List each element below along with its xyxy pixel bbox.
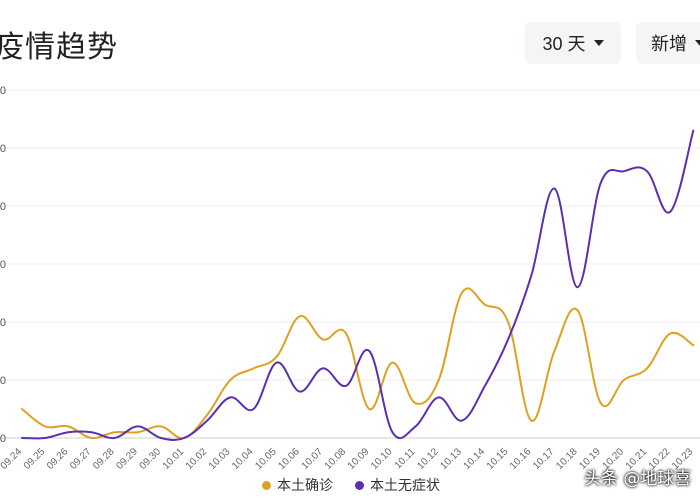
x-tick-label: 10.05	[253, 446, 279, 470]
x-tick-label: 10.06	[276, 446, 302, 470]
x-tick-label: 10.02	[184, 446, 210, 470]
chart-legend: 本土确诊 本土无症状	[262, 475, 440, 495]
y-tick-label: 0	[0, 433, 6, 445]
x-tick-label: 10.07	[300, 446, 326, 470]
x-tick-label: 10.09	[346, 446, 372, 470]
caret-down-icon	[593, 40, 604, 46]
watermark: 头条 @地球喜	[584, 469, 692, 489]
x-tick-label: 09.28	[91, 446, 117, 470]
x-tick-label: 10.08	[323, 446, 349, 470]
trend-chart: 000000009.2409.2509.2609.2709.2809.2909.…	[0, 85, 700, 470]
x-tick-label: 10.10	[369, 446, 395, 470]
legend-confirmed-dot	[262, 480, 271, 490]
metric-select-label: 新增	[651, 34, 687, 54]
x-tick-label: 10.16	[508, 446, 534, 470]
caret-down-icon	[695, 40, 700, 46]
x-tick-label: 10.15	[485, 446, 511, 470]
x-tick-label: 10.12	[415, 446, 441, 470]
x-tick-label: 10.18	[554, 446, 580, 470]
legend-asymptomatic-label: 本土无症状	[370, 477, 440, 493]
x-tick-label: 09.24	[0, 446, 24, 470]
range-select-button[interactable]: 30 天	[525, 22, 621, 64]
range-select-label: 30 天	[542, 34, 586, 54]
x-tick-label: 10.01	[161, 446, 187, 470]
x-tick-label: 09.27	[68, 446, 94, 470]
legend-asymptomatic-dot	[355, 480, 364, 490]
x-tick-label: 10.13	[438, 446, 464, 470]
x-tick-label: 10.17	[531, 446, 557, 470]
legend-confirmed-label: 本土确诊	[277, 477, 333, 493]
legend-item-confirmed[interactable]: 本土确诊	[262, 475, 333, 495]
y-tick-label: 0	[0, 259, 6, 271]
x-tick-label: 10.04	[230, 446, 256, 470]
metric-select-button[interactable]: 新增	[636, 22, 700, 64]
x-tick-label: 09.25	[22, 446, 48, 470]
x-tick-label: 09.30	[138, 446, 164, 470]
legend-item-asymptomatic[interactable]: 本土无症状	[355, 475, 440, 495]
x-tick-label: 10.03	[207, 446, 233, 470]
page-title: 疫情趋势	[0, 30, 118, 65]
y-tick-label: 0	[0, 85, 6, 97]
y-tick-label: 0	[0, 317, 6, 329]
x-tick-label: 10.11	[393, 446, 418, 470]
y-tick-label: 0	[0, 375, 6, 387]
x-tick-label: 09.26	[45, 446, 71, 470]
y-tick-label: 0	[0, 201, 6, 213]
series-line-asymptomatic	[21, 129, 695, 441]
x-tick-label: 10.14	[462, 446, 488, 470]
series-line-confirmed	[21, 287, 695, 440]
y-tick-label: 0	[0, 143, 6, 155]
x-tick-label: 09.29	[114, 446, 140, 470]
